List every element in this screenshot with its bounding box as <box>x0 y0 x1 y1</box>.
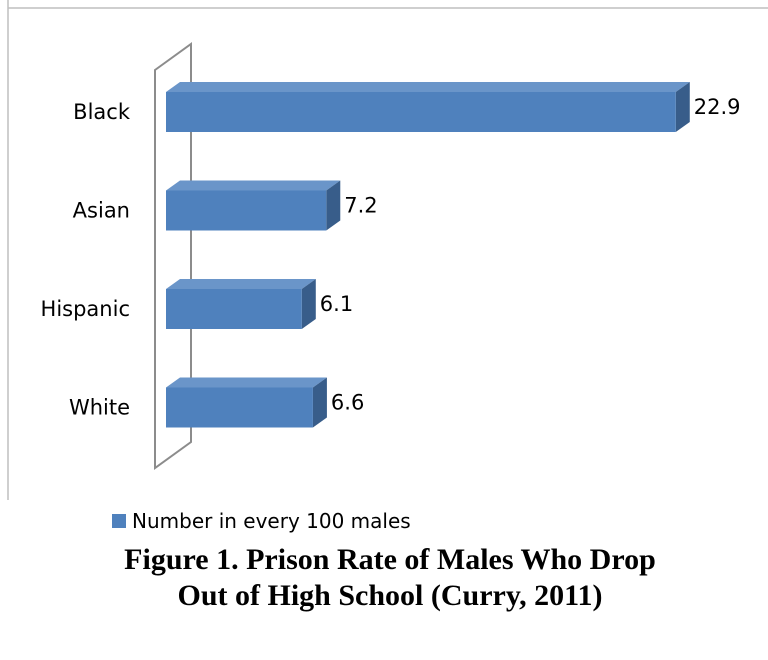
category-label-black: Black <box>73 100 131 124</box>
bar-chart: Black 22.9 Asian 7.2 Hispanic 6.1 White 6.6 <box>7 0 768 500</box>
figure-caption-line-1: Figure 1. Prison Rate of Males Who Drop <box>124 543 656 576</box>
figure-caption: Figure 1. Prison Rate of Males Who Drop … <box>60 542 720 614</box>
back-wall <box>154 42 192 470</box>
bar-side-face <box>675 82 690 132</box>
bar-hispanic <box>166 289 302 329</box>
bar-top-face <box>166 377 327 388</box>
data-label-white: 6.6 <box>331 391 364 415</box>
legend: Number in every 100 males <box>112 508 411 534</box>
bar-side-face <box>301 279 316 329</box>
data-label-hispanic: 6.1 <box>320 292 353 316</box>
bar-top-face <box>166 180 341 191</box>
bar-side-face <box>312 377 327 428</box>
labels: Black 22.9 Asian 7.2 Hispanic 6.1 White 6.6 <box>41 95 741 420</box>
bar-side-face <box>326 180 341 231</box>
data-label-asian: 7.2 <box>344 194 377 218</box>
figure-caption-line-2: Out of High School (Curry, 2011) <box>177 579 603 612</box>
legend-label: Number in every 100 males <box>132 509 411 533</box>
chart-frame-lines <box>7 0 768 500</box>
bar-black <box>166 92 676 132</box>
bar-asian <box>166 190 327 231</box>
category-label-asian: Asian <box>73 199 130 223</box>
bars <box>166 82 690 428</box>
category-label-hispanic: Hispanic <box>41 297 130 321</box>
category-label-white: White <box>69 396 130 420</box>
bar-white <box>166 387 313 428</box>
back-wall-outline <box>154 42 192 470</box>
bar-top-face <box>166 279 316 289</box>
data-label-black: 22.9 <box>694 95 741 119</box>
bar-top-face <box>166 82 690 92</box>
legend-swatch <box>112 514 126 528</box>
